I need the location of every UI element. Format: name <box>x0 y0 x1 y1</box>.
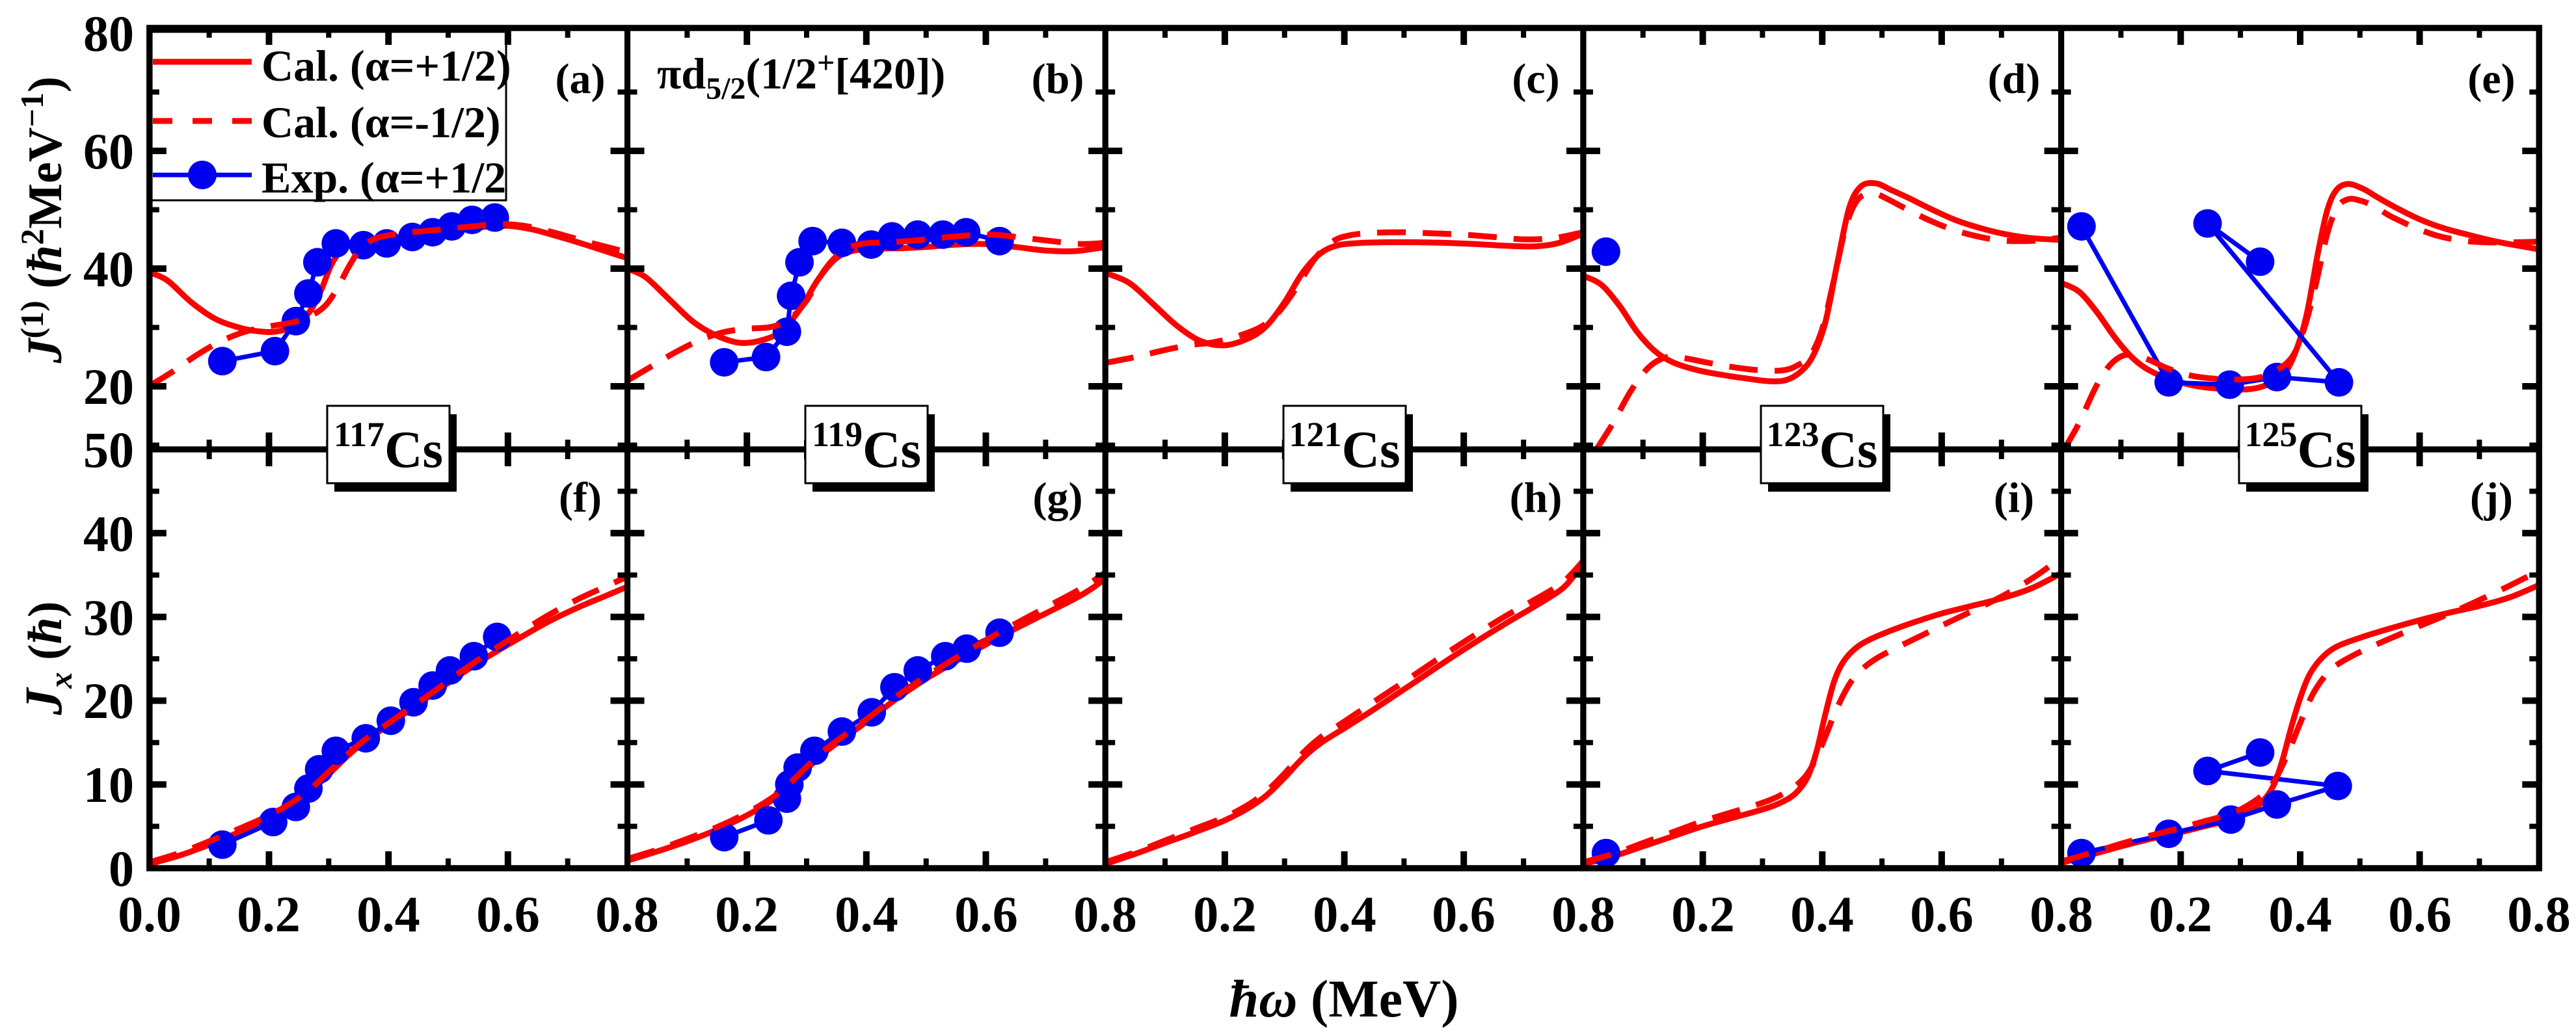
svg-text:30: 30 <box>83 589 134 646</box>
svg-text:40: 40 <box>83 241 134 297</box>
svg-text:123Cs: 123Cs <box>1766 415 1877 479</box>
svg-text:0.4: 0.4 <box>1790 886 1854 942</box>
svg-text:0.6: 0.6 <box>1910 886 1974 942</box>
svg-text:(c): (c) <box>1512 55 1559 103</box>
svg-text:(j): (j) <box>2470 474 2513 522</box>
svg-text:20: 20 <box>83 672 134 729</box>
svg-text:10: 10 <box>83 756 134 813</box>
svg-text:0.6: 0.6 <box>1432 886 1496 942</box>
svg-text:ħω (MeV): ħω (MeV) <box>1229 969 1458 1028</box>
svg-text:0: 0 <box>109 840 134 897</box>
svg-text:0.6: 0.6 <box>2388 886 2452 942</box>
svg-text:Cal. (α=+1/2): Cal. (α=+1/2) <box>262 41 511 90</box>
svg-text:Exp. (α=+1/2: Exp. (α=+1/2 <box>262 153 506 202</box>
svg-text:Jx (ħ): Jx (ħ) <box>14 602 79 716</box>
svg-text:(b): (b) <box>1032 55 1084 103</box>
svg-text:(h): (h) <box>1510 474 1563 522</box>
svg-text:0.4: 0.4 <box>356 886 420 942</box>
svg-text:0.2: 0.2 <box>2149 886 2212 942</box>
svg-text:80: 80 <box>83 5 134 62</box>
svg-text:40: 40 <box>83 505 134 562</box>
svg-text:0.8: 0.8 <box>1073 886 1137 942</box>
svg-text:0.8: 0.8 <box>2507 886 2571 942</box>
svg-text:60: 60 <box>83 123 134 179</box>
svg-text:0.0: 0.0 <box>118 886 181 942</box>
svg-text:(i): (i) <box>1994 474 2034 522</box>
svg-text:0.2: 0.2 <box>1193 886 1257 942</box>
svg-text:0.2: 0.2 <box>1671 886 1735 942</box>
svg-text:0.2: 0.2 <box>237 886 301 942</box>
svg-text:πd5/2(1/2+[420]): πd5/2(1/2+[420]) <box>657 46 945 106</box>
svg-text:0.6: 0.6 <box>476 886 540 942</box>
svg-text:0.2: 0.2 <box>715 886 779 942</box>
svg-text:0.4: 0.4 <box>2268 886 2332 942</box>
svg-text:(d): (d) <box>1988 55 2041 103</box>
svg-text:0.4: 0.4 <box>835 886 898 942</box>
svg-text:(a): (a) <box>556 55 606 103</box>
svg-text:50: 50 <box>83 421 134 478</box>
svg-text:0.8: 0.8 <box>2030 886 2093 942</box>
svg-text:(e): (e) <box>2467 55 2515 103</box>
svg-text:Cal. (α=-1/2): Cal. (α=-1/2) <box>262 98 501 147</box>
svg-text:20: 20 <box>83 358 134 415</box>
svg-text:0.8: 0.8 <box>595 886 659 942</box>
svg-text:0.4: 0.4 <box>1313 886 1376 942</box>
svg-text:(g): (g) <box>1033 474 1083 522</box>
svg-text:J(1) (ħ2MeV−1): J(1) (ħ2MeV−1) <box>14 76 72 364</box>
svg-text:(f): (f) <box>559 474 602 522</box>
svg-text:0.6: 0.6 <box>954 886 1018 942</box>
svg-text:0.8: 0.8 <box>1551 886 1615 942</box>
